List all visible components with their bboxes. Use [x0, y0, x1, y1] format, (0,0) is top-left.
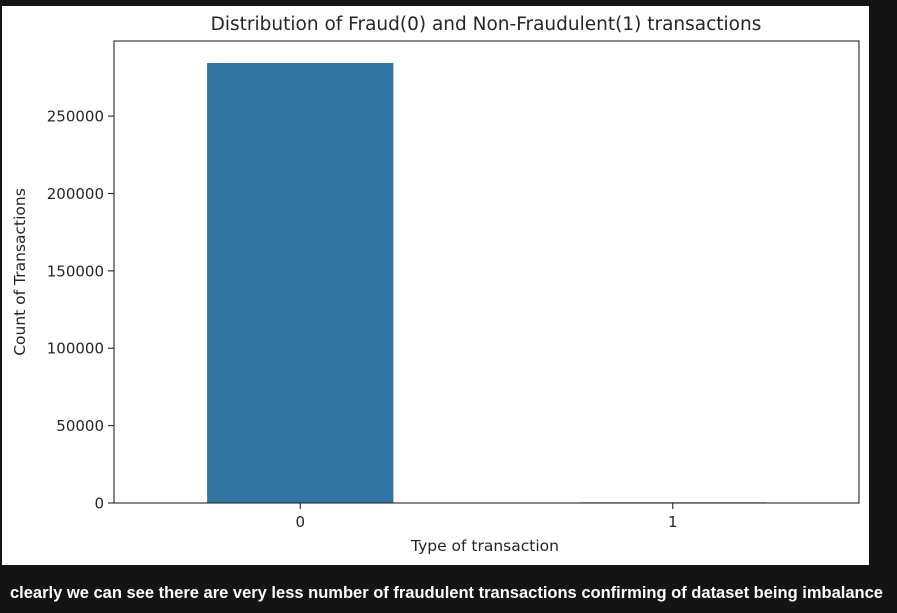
- y-tick-label: 150000: [47, 262, 104, 280]
- y-tick-label: 100000: [47, 340, 104, 358]
- bars: [207, 63, 766, 504]
- y-tick-label: 200000: [47, 185, 104, 203]
- x-tick-label: 0: [295, 513, 305, 531]
- chart-title: Distribution of Fraud(0) and Non-Fraudul…: [211, 14, 762, 35]
- y-axis: 0 50000 100000 150000 200000 250000: [47, 108, 114, 513]
- y-tick-label: 0: [94, 495, 104, 513]
- bar-chart: Distribution of Fraud(0) and Non-Fraudul…: [11, 14, 860, 555]
- x-axis-label: Type of transaction: [410, 537, 559, 555]
- x-tick-label: 1: [668, 513, 678, 531]
- bar-0: [207, 63, 394, 504]
- caption-text: clearly we can see there are very less n…: [10, 584, 883, 602]
- y-tick-label: 50000: [56, 417, 104, 435]
- chart-figure: Distribution of Fraud(0) and Non-Fraudul…: [2, 6, 869, 565]
- plot-frame: [113, 40, 860, 504]
- y-axis-label: Count of Transactions: [11, 188, 29, 356]
- y-tick-label: 250000: [47, 108, 104, 126]
